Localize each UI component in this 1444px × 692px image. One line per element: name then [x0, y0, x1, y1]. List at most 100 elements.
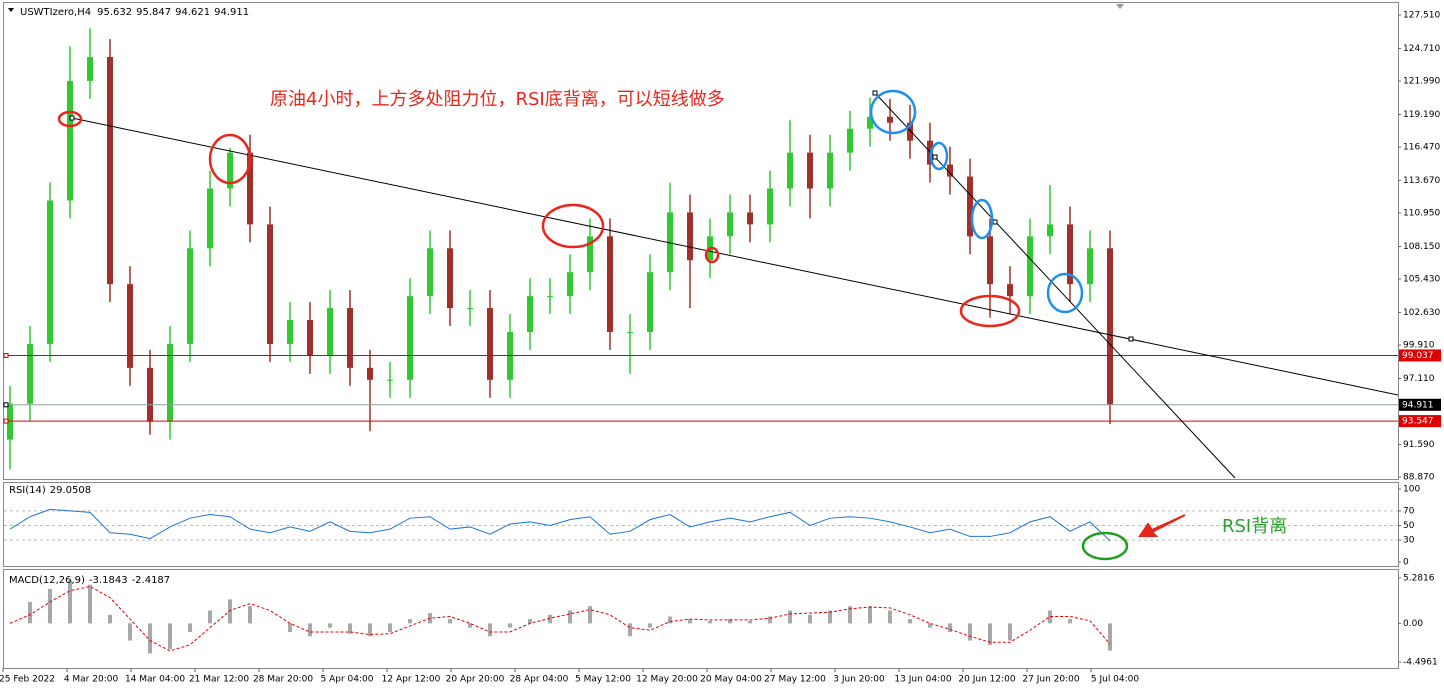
x-tick-label: 3 Jun 20:00 — [833, 675, 885, 685]
candle-body — [527, 296, 533, 332]
x-tick-label: 5 Apr 04:00 — [321, 675, 374, 685]
macd-bar — [988, 623, 992, 645]
candle-body — [227, 152, 233, 189]
y-tick-label: 100 — [1403, 484, 1420, 494]
candle-body — [1067, 224, 1073, 285]
highlight-circle — [1046, 272, 1084, 314]
y-tick-label: 0 — [1403, 557, 1409, 567]
candle-body — [87, 56, 93, 81]
candle-body — [1107, 248, 1113, 405]
macd-bar — [668, 616, 672, 624]
macd-bar — [568, 610, 572, 624]
candle-body — [247, 152, 253, 225]
candle-body — [867, 116, 873, 129]
macd-bar — [808, 614, 812, 624]
candle-body — [847, 128, 853, 153]
y-tick-label: 99.910 — [1403, 341, 1435, 351]
x-tick-label: 14 Mar 04:00 — [125, 675, 185, 685]
candle-body — [7, 403, 13, 440]
macd-bar — [748, 620, 752, 624]
candle-body — [307, 320, 313, 356]
candle-body — [347, 308, 353, 368]
macd-bar — [368, 623, 372, 637]
x-tick-label: 12 May 20:00 — [636, 675, 698, 685]
candle-body — [127, 284, 133, 368]
macd-bar — [548, 614, 552, 624]
candle-body — [1047, 224, 1053, 237]
macd-bar — [588, 606, 592, 624]
candle-body — [727, 212, 733, 237]
highlight-circle — [541, 203, 605, 249]
x-tick-label: 25 Feb 2022 — [0, 675, 55, 685]
candle-body — [547, 296, 553, 298]
macd-bar — [208, 610, 212, 624]
rsi-name: RSI(14) — [9, 485, 46, 496]
candle-body — [767, 188, 773, 225]
highlight-circle — [1081, 531, 1129, 561]
level-marker — [3, 352, 9, 358]
signal-line — [9, 585, 1111, 652]
price-tag-label: 99.037 — [1402, 351, 1434, 361]
highlight-circle — [208, 133, 252, 185]
x-tick-label: 27 May 12:00 — [764, 675, 826, 685]
macd-bar — [1068, 619, 1072, 624]
macd-bar — [148, 623, 152, 654]
low-now: 94.621 — [175, 7, 210, 18]
x-tick-label: 20 Apr 20:00 — [446, 675, 505, 685]
y-tick-label: 91.590 — [1403, 440, 1435, 450]
macd-bar — [48, 589, 52, 624]
arrow — [1138, 514, 1186, 537]
candle-body — [407, 296, 413, 380]
x-tick-label: 27 Jun 20:00 — [1022, 675, 1079, 685]
y-tick-label: 105.430 — [1403, 275, 1440, 285]
highlight-circle — [929, 141, 949, 171]
candle-body — [967, 176, 973, 237]
macd-bar — [628, 623, 632, 637]
candle-body — [567, 272, 573, 297]
price-tag — [1399, 398, 1441, 411]
candle-body — [647, 272, 653, 332]
x-tick-label: 20 May 04:00 — [700, 675, 762, 685]
y-tick-label: 30 — [1403, 536, 1415, 546]
anchor — [69, 115, 75, 121]
menu-triangle[interactable] — [8, 8, 14, 12]
candle-body — [107, 56, 113, 285]
highlight-circle — [970, 198, 994, 240]
y-tick-label: 113.670 — [1403, 176, 1440, 186]
candle-body — [187, 248, 193, 344]
close-now: 94.911 — [214, 7, 249, 18]
macd-bar — [308, 623, 312, 637]
macd-bar — [108, 614, 112, 624]
macd-bar — [228, 599, 232, 624]
y-tick-label: -4.4961 — [1403, 657, 1438, 667]
candle-body — [1087, 248, 1093, 285]
rsi-line — [9, 508, 1111, 542]
y-tick-label: 121.990 — [1403, 77, 1440, 87]
anchor — [992, 219, 998, 225]
macd-bar — [1108, 623, 1112, 651]
candle-body — [747, 212, 753, 225]
shift-marker — [1116, 4, 1124, 9]
y-tick-label: 116.470 — [1403, 143, 1440, 153]
trendline — [71, 117, 1399, 396]
candle-body — [427, 248, 433, 297]
candle-body — [167, 343, 173, 422]
macd-bar — [868, 606, 872, 624]
candle-body — [687, 212, 693, 261]
macd-bar — [888, 610, 892, 624]
candle-body — [287, 320, 293, 344]
rsi-current: 29.0508 — [50, 485, 91, 496]
x-tick-label: 5 May 12:00 — [575, 675, 631, 685]
macd-bar — [708, 620, 712, 624]
anchor — [872, 90, 878, 96]
macd-current: -3.1843 — [89, 575, 128, 586]
y-tick-label: 97.110 — [1403, 374, 1435, 384]
macd-bar — [28, 601, 32, 624]
macd-bar — [1048, 610, 1052, 624]
macd-bar — [688, 619, 692, 624]
anchor — [932, 154, 938, 160]
candle-body — [367, 367, 373, 380]
rsi-label: RSI(14) 29.0508 — [9, 485, 91, 496]
